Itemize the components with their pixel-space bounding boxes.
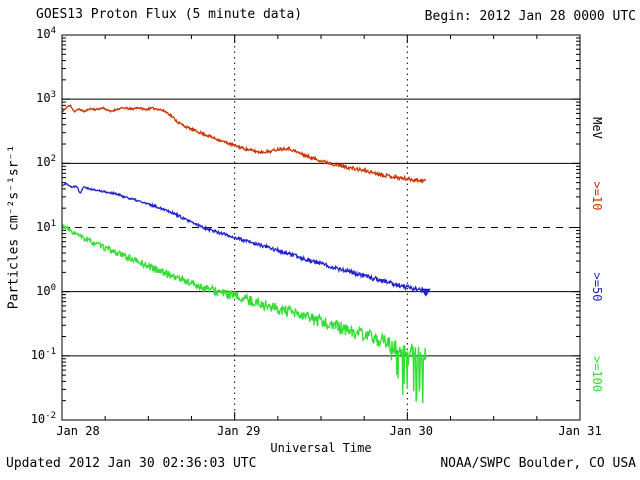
x-tick-label: Jan 28 xyxy=(56,424,100,438)
x-tick-label: Jan 30 xyxy=(389,424,434,438)
series-label-100: >=100 xyxy=(590,355,604,393)
y-tick-label: 10-2 xyxy=(30,411,56,427)
series-label-10: >=10 xyxy=(590,181,604,211)
x-tick-label: Jan 31 xyxy=(558,424,602,438)
y-tick-label: 101 xyxy=(36,218,56,234)
y-tick-label: 103 xyxy=(36,90,56,106)
begin-time-label: Begin: 2012 Jan 28 0000 UTC xyxy=(424,9,636,24)
y-tick-label: 104 xyxy=(36,26,56,42)
chart-title: GOES13 Proton Flux (5 minute data) xyxy=(36,7,303,22)
series-label-mev: MeV xyxy=(590,117,604,139)
y-tick-label: 10-1 xyxy=(30,346,56,362)
x-axis-title: Universal Time xyxy=(270,441,372,455)
x-tick-label: Jan 29 xyxy=(216,424,261,438)
updated-timestamp: Updated 2012 Jan 30 02:36:03 UTC xyxy=(6,456,257,471)
source-attribution: NOAA/SWPC Boulder, CO USA xyxy=(440,456,636,471)
y-tick-label: 100 xyxy=(36,282,56,298)
series-label-50: >=50 xyxy=(590,272,604,302)
y-tick-label: 102 xyxy=(36,154,56,170)
